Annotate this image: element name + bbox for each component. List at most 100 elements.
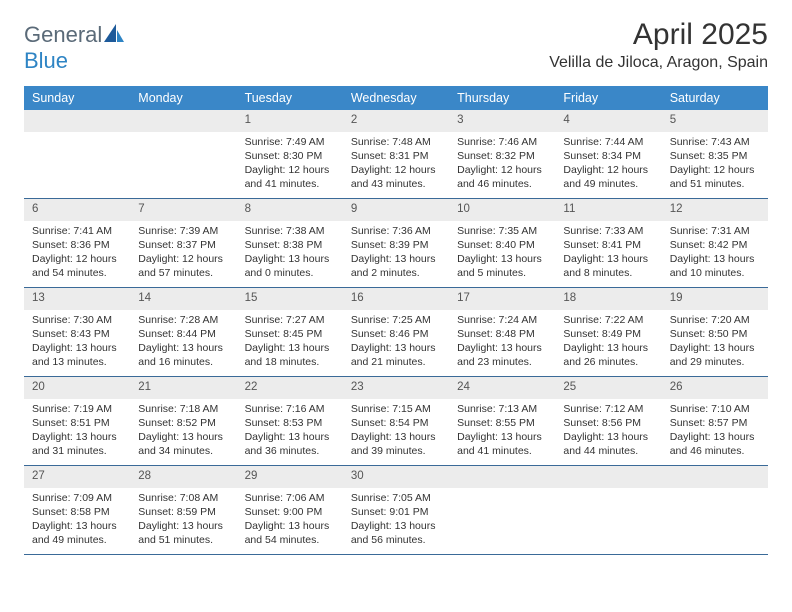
sunset: Sunset: 8:49 PM xyxy=(563,327,653,341)
sail-icon xyxy=(104,22,124,48)
day-body xyxy=(662,488,768,497)
sunrise: Sunrise: 7:48 AM xyxy=(351,135,441,149)
sunrise: Sunrise: 7:41 AM xyxy=(32,224,122,238)
day-cell: 13Sunrise: 7:30 AMSunset: 8:43 PMDayligh… xyxy=(24,288,130,376)
daylight-line1: Daylight: 13 hours xyxy=(32,519,122,533)
daylight-line2: and 23 minutes. xyxy=(457,355,547,369)
day-cell: 15Sunrise: 7:27 AMSunset: 8:45 PMDayligh… xyxy=(237,288,343,376)
day-number: 19 xyxy=(662,288,768,310)
sunrise: Sunrise: 7:46 AM xyxy=(457,135,547,149)
sunrise: Sunrise: 7:15 AM xyxy=(351,402,441,416)
sunset: Sunset: 8:56 PM xyxy=(563,416,653,430)
sunset: Sunset: 8:45 PM xyxy=(245,327,335,341)
sunset: Sunset: 8:54 PM xyxy=(351,416,441,430)
day-cell: 27Sunrise: 7:09 AMSunset: 8:58 PMDayligh… xyxy=(24,466,130,554)
day-body: Sunrise: 7:33 AMSunset: 8:41 PMDaylight:… xyxy=(555,221,661,287)
sunrise: Sunrise: 7:49 AM xyxy=(245,135,335,149)
day-number: 15 xyxy=(237,288,343,310)
day-body xyxy=(555,488,661,497)
header: General Blue April 2025 Velilla de Jiloc… xyxy=(24,18,768,74)
day-number: 11 xyxy=(555,199,661,221)
calendar: Sunday Monday Tuesday Wednesday Thursday… xyxy=(24,86,768,555)
day-cell: 9Sunrise: 7:36 AMSunset: 8:39 PMDaylight… xyxy=(343,199,449,287)
day-number: 25 xyxy=(555,377,661,399)
day-cell: 3Sunrise: 7:46 AMSunset: 8:32 PMDaylight… xyxy=(449,110,555,198)
day-cell: 17Sunrise: 7:24 AMSunset: 8:48 PMDayligh… xyxy=(449,288,555,376)
sunrise: Sunrise: 7:13 AM xyxy=(457,402,547,416)
sunset: Sunset: 8:42 PM xyxy=(670,238,760,252)
daylight-line1: Daylight: 13 hours xyxy=(138,519,228,533)
day-number: 4 xyxy=(555,110,661,132)
sunset: Sunset: 8:34 PM xyxy=(563,149,653,163)
sunset: Sunset: 8:59 PM xyxy=(138,505,228,519)
day-cell: 29Sunrise: 7:06 AMSunset: 9:00 PMDayligh… xyxy=(237,466,343,554)
sunset: Sunset: 8:53 PM xyxy=(245,416,335,430)
daylight-line2: and 57 minutes. xyxy=(138,266,228,280)
day-body: Sunrise: 7:16 AMSunset: 8:53 PMDaylight:… xyxy=(237,399,343,465)
sunrise: Sunrise: 7:30 AM xyxy=(32,313,122,327)
sunset: Sunset: 8:48 PM xyxy=(457,327,547,341)
sunset: Sunset: 8:38 PM xyxy=(245,238,335,252)
day-number: 24 xyxy=(449,377,555,399)
daylight-line1: Daylight: 13 hours xyxy=(245,519,335,533)
daylight-line2: and 13 minutes. xyxy=(32,355,122,369)
sunset: Sunset: 8:51 PM xyxy=(32,416,122,430)
daylight-line1: Daylight: 12 hours xyxy=(138,252,228,266)
day-body: Sunrise: 7:24 AMSunset: 8:48 PMDaylight:… xyxy=(449,310,555,376)
location: Velilla de Jiloca, Aragon, Spain xyxy=(549,54,768,72)
daylight-line1: Daylight: 13 hours xyxy=(245,252,335,266)
sunrise: Sunrise: 7:35 AM xyxy=(457,224,547,238)
daylight-line2: and 10 minutes. xyxy=(670,266,760,280)
daylight-line2: and 41 minutes. xyxy=(457,444,547,458)
month-title: April 2025 xyxy=(549,18,768,52)
daylight-line2: and 41 minutes. xyxy=(245,177,335,191)
day-body: Sunrise: 7:35 AMSunset: 8:40 PMDaylight:… xyxy=(449,221,555,287)
daylight-line1: Daylight: 12 hours xyxy=(351,163,441,177)
sunrise: Sunrise: 7:44 AM xyxy=(563,135,653,149)
day-number: 6 xyxy=(24,199,130,221)
daylight-line2: and 5 minutes. xyxy=(457,266,547,280)
day-cell: 11Sunrise: 7:33 AMSunset: 8:41 PMDayligh… xyxy=(555,199,661,287)
day-cell xyxy=(555,466,661,554)
week-row: 13Sunrise: 7:30 AMSunset: 8:43 PMDayligh… xyxy=(24,288,768,377)
sunrise: Sunrise: 7:31 AM xyxy=(670,224,760,238)
daylight-line1: Daylight: 13 hours xyxy=(563,341,653,355)
day-number: 1 xyxy=(237,110,343,132)
day-cell xyxy=(662,466,768,554)
daylight-line2: and 39 minutes. xyxy=(351,444,441,458)
day-body: Sunrise: 7:43 AMSunset: 8:35 PMDaylight:… xyxy=(662,132,768,198)
day-cell: 10Sunrise: 7:35 AMSunset: 8:40 PMDayligh… xyxy=(449,199,555,287)
day-body: Sunrise: 7:49 AMSunset: 8:30 PMDaylight:… xyxy=(237,132,343,198)
day-number xyxy=(24,110,130,132)
day-number: 3 xyxy=(449,110,555,132)
day-body: Sunrise: 7:31 AMSunset: 8:42 PMDaylight:… xyxy=(662,221,768,287)
day-body: Sunrise: 7:06 AMSunset: 9:00 PMDaylight:… xyxy=(237,488,343,554)
sunset: Sunset: 8:50 PM xyxy=(670,327,760,341)
daylight-line2: and 21 minutes. xyxy=(351,355,441,369)
day-cell xyxy=(24,110,130,198)
day-cell: 21Sunrise: 7:18 AMSunset: 8:52 PMDayligh… xyxy=(130,377,236,465)
daylight-line2: and 29 minutes. xyxy=(670,355,760,369)
daylight-line1: Daylight: 13 hours xyxy=(138,341,228,355)
daylight-line1: Daylight: 13 hours xyxy=(457,252,547,266)
day-number: 22 xyxy=(237,377,343,399)
day-cell: 25Sunrise: 7:12 AMSunset: 8:56 PMDayligh… xyxy=(555,377,661,465)
sunrise: Sunrise: 7:19 AM xyxy=(32,402,122,416)
logo: General Blue xyxy=(24,22,124,74)
day-cell xyxy=(449,466,555,554)
week-row: 1Sunrise: 7:49 AMSunset: 8:30 PMDaylight… xyxy=(24,110,768,199)
sunrise: Sunrise: 7:33 AM xyxy=(563,224,653,238)
sunrise: Sunrise: 7:18 AM xyxy=(138,402,228,416)
sunset: Sunset: 8:37 PM xyxy=(138,238,228,252)
day-number xyxy=(555,466,661,488)
day-body: Sunrise: 7:27 AMSunset: 8:45 PMDaylight:… xyxy=(237,310,343,376)
daylight-line1: Daylight: 13 hours xyxy=(351,252,441,266)
dow-row: Sunday Monday Tuesday Wednesday Thursday… xyxy=(24,86,768,110)
sunrise: Sunrise: 7:25 AM xyxy=(351,313,441,327)
day-number: 16 xyxy=(343,288,449,310)
day-number: 2 xyxy=(343,110,449,132)
day-body: Sunrise: 7:13 AMSunset: 8:55 PMDaylight:… xyxy=(449,399,555,465)
sunset: Sunset: 9:00 PM xyxy=(245,505,335,519)
day-body: Sunrise: 7:20 AMSunset: 8:50 PMDaylight:… xyxy=(662,310,768,376)
day-body xyxy=(449,488,555,497)
